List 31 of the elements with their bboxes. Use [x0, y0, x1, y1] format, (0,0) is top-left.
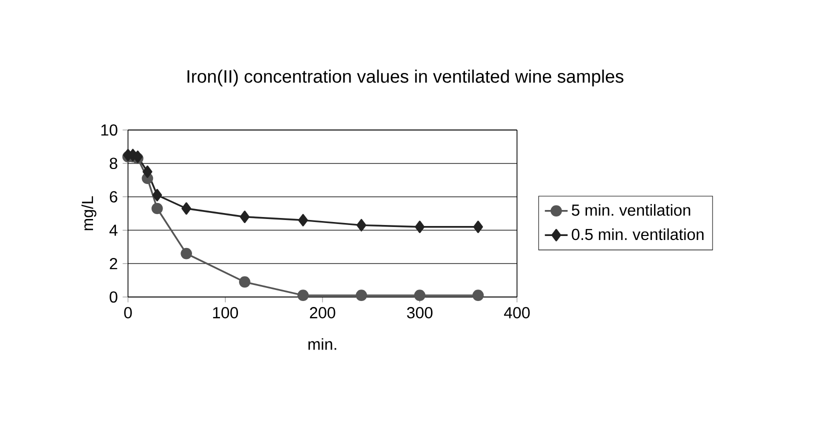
x-axis-title: min. — [308, 338, 336, 350]
y-tick-label: 10 — [101, 124, 118, 136]
point — [473, 220, 483, 234]
point — [298, 214, 308, 226]
point — [180, 248, 192, 260]
x-tick-label: 0 — [124, 307, 132, 318]
point — [181, 202, 192, 215]
y-tick-label: 2 — [110, 258, 118, 270]
x-tick-label: 100 — [213, 307, 238, 318]
point — [240, 210, 250, 224]
legend-label: 5 min. ventilation — [572, 204, 690, 216]
x-tick-label: 400 — [504, 307, 530, 318]
chart-title: Iron(II) concentration values in ventilated wine samples — [188, 70, 624, 86]
point — [142, 166, 152, 178]
point — [239, 276, 250, 288]
y-tick-label: 0 — [110, 291, 118, 303]
x-tick-label: 200 — [310, 307, 336, 318]
y-axis-title: mg/L — [81, 196, 96, 230]
point — [152, 188, 162, 202]
point — [414, 220, 425, 234]
y-tick-label: 6 — [110, 191, 118, 202]
point — [356, 290, 368, 301]
point — [356, 218, 366, 232]
y-tick-label: 8 — [110, 158, 118, 170]
x-tick-label: 300 — [407, 307, 432, 318]
y-tick-label: 4 — [109, 224, 118, 236]
point — [152, 202, 163, 214]
point — [297, 290, 309, 301]
legend-label: 0.5 min. ventilation — [572, 228, 704, 240]
point — [472, 290, 484, 301]
point — [414, 290, 426, 301]
